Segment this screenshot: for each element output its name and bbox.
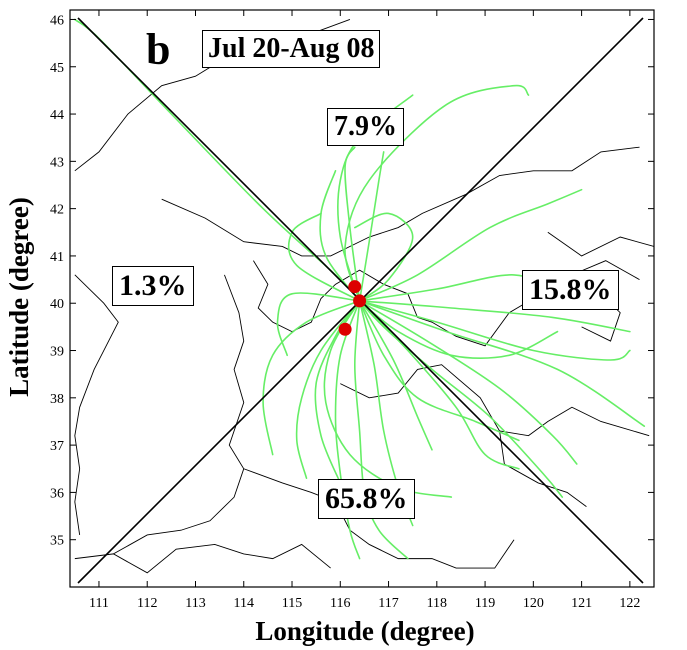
x-tick-label: 119 — [475, 596, 495, 611]
y-tick-label: 35 — [50, 534, 64, 549]
site-markers — [338, 280, 367, 336]
panel-letter: b — [146, 25, 171, 74]
trajectory-line — [276, 292, 361, 357]
y-tick-label: 40 — [50, 297, 64, 312]
y-tick-label: 45 — [50, 61, 64, 76]
y-tick-label: 36 — [50, 486, 64, 501]
trajectory-line — [358, 300, 631, 361]
x-tick-label: 114 — [234, 596, 254, 611]
y-tick-label: 43 — [50, 155, 64, 170]
y-tick-label: 46 — [50, 13, 64, 28]
trajectory-line — [354, 212, 414, 302]
trajectory-line — [358, 300, 559, 360]
x-tick-label: 111 — [89, 596, 109, 611]
x-tick-label: 122 — [619, 596, 640, 611]
y-tick-label: 39 — [50, 345, 64, 360]
trajectory-line — [358, 300, 578, 465]
site-marker — [348, 280, 362, 294]
y-tick-label: 38 — [50, 392, 64, 407]
west-percent-label: 1.3% — [112, 266, 194, 306]
trajectory-line — [358, 151, 385, 302]
x-tick-label: 121 — [571, 596, 592, 611]
north-percent-label: 7.9% — [327, 108, 404, 146]
chart-title: Jul 20-Aug 08 — [202, 30, 381, 68]
trajectory-line — [358, 300, 646, 427]
x-tick-label: 112 — [137, 596, 157, 611]
trajectory-line — [358, 300, 631, 333]
trajectory-line — [319, 170, 361, 302]
trajectory-line — [262, 300, 361, 456]
y-tick-label: 37 — [50, 439, 64, 454]
x-tick-label: 113 — [185, 596, 205, 611]
trajectory-line — [344, 84, 530, 302]
trajectory-line — [334, 300, 361, 560]
map-boundaries — [74, 19, 654, 574]
x-tick-label: 115 — [282, 596, 302, 611]
trajectory-line — [344, 146, 361, 302]
x-axis-label: Longitude (degree) — [255, 616, 475, 646]
trajectory-line — [295, 300, 361, 479]
y-tick-label: 44 — [50, 108, 64, 123]
plot-frame — [69, 9, 655, 588]
axis-ticks: 111 112 113 114 115 116 117 118 119 120 121 122 35 36… — [50, 10, 654, 611]
site-marker — [353, 294, 367, 308]
x-tick-label: 116 — [330, 596, 350, 611]
south-percent-label: 65.8% — [318, 479, 415, 519]
trajectory-line — [358, 300, 520, 442]
x-tick-label: 118 — [427, 596, 447, 611]
trajectory-line — [354, 300, 409, 560]
y-tick-label: 42 — [50, 203, 64, 218]
east-percent-label: 15.8% — [522, 270, 619, 310]
site-marker — [338, 322, 352, 336]
trajectory-line — [358, 188, 583, 302]
x-tick-label: 120 — [523, 596, 544, 611]
y-axis-label: Latitude (degree) — [4, 197, 34, 397]
x-tick-label: 117 — [378, 596, 398, 611]
trajectory-line — [358, 300, 520, 470]
trajectory-line — [358, 300, 564, 498]
trajectory-line — [287, 212, 361, 302]
y-tick-label: 41 — [50, 250, 64, 265]
